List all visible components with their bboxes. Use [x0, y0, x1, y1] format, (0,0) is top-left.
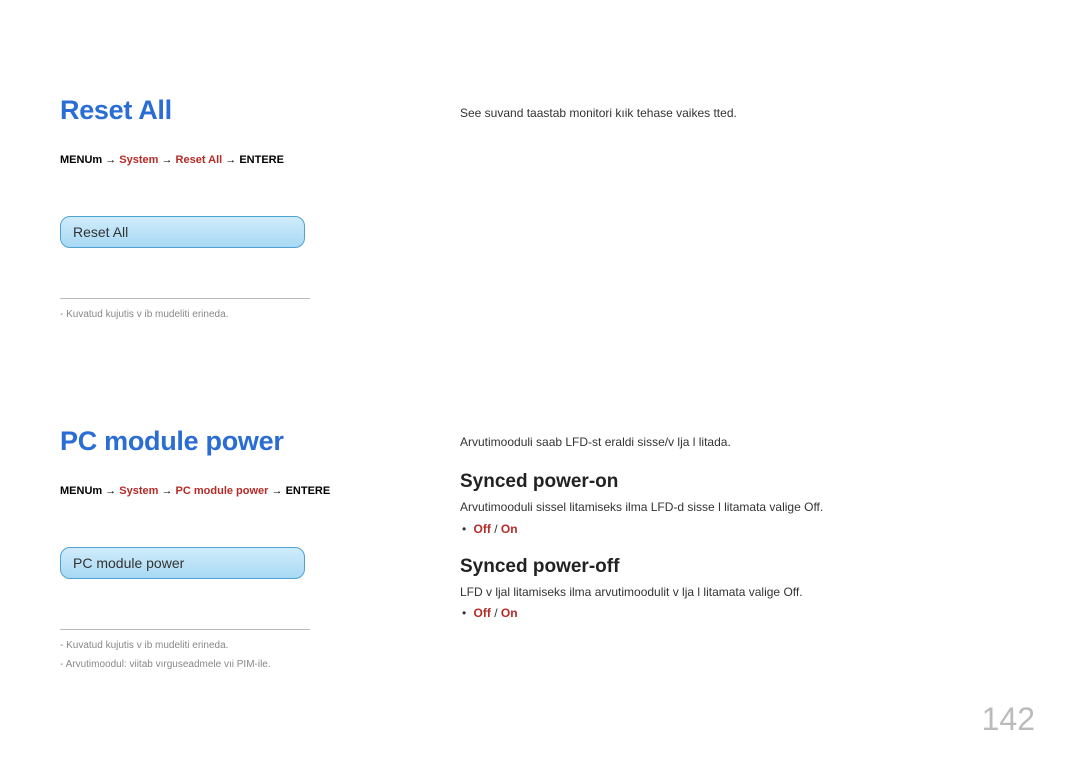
menu-mid: → [158, 154, 175, 166]
menu-prefix: MENUm → [60, 485, 119, 497]
menu-suffix: → ENTERE [268, 485, 330, 497]
section2-left: PC module power MENUm → System → PC modu… [60, 426, 400, 678]
option-line-1: Off / On [460, 522, 1020, 536]
synced-power-off-heading: Synced power-off [460, 556, 1020, 578]
divider [60, 629, 310, 630]
option-line-2: Off / On [460, 606, 1020, 620]
document-page: Reset All MENUm → System → Reset All → E… [0, 0, 1080, 763]
option-sep: / [491, 522, 501, 536]
pc-module-power-pill: PC module power [60, 547, 305, 579]
section1-body: See suvand taastab monitori kıik tehase … [460, 105, 1020, 122]
divider [60, 298, 310, 299]
synced-power-off-body: LFD v ljal litamiseks ilma arvutimooduli… [460, 584, 1020, 601]
menu-prefix: MENUm → [60, 154, 119, 166]
section1-left: Reset All MENUm → System → Reset All → E… [60, 95, 400, 328]
section2-right: Arvutimooduli saab LFD-st eraldi sisse/v… [460, 434, 1020, 620]
synced-power-on-heading: Synced power-on [460, 471, 1020, 493]
menu-mid: → [158, 485, 175, 497]
section2-note2: Arvutimoodul: viitab vırguseadmele vıi P… [60, 659, 400, 670]
section1-menu-path: MENUm → System → Reset All → ENTERE [60, 154, 400, 166]
menu-suffix: → ENTERE [222, 154, 284, 166]
menu-item: Reset All [176, 154, 223, 166]
section2-body: Arvutimooduli saab LFD-st eraldi sisse/v… [460, 434, 1020, 451]
option-off: Off [474, 606, 491, 620]
menu-item: PC module power [176, 485, 269, 497]
section2-menu-path: MENUm → System → PC module power → ENTER… [60, 485, 400, 497]
section2-note1: Kuvatud kujutis v ib mudeliti erineda. [60, 640, 400, 651]
section2-title: PC module power [60, 426, 400, 457]
option-on: On [501, 606, 518, 620]
option-sep: / [491, 606, 501, 620]
menu-system: System [119, 485, 158, 497]
synced-power-on-body: Arvutimooduli sissel litamiseks ilma LFD… [460, 499, 1020, 516]
section1-right: See suvand taastab monitori kıik tehase … [460, 95, 1020, 122]
page-number: 142 [982, 701, 1035, 738]
reset-all-pill: Reset All [60, 216, 305, 248]
section1-note: Kuvatud kujutis v ib mudeliti erineda. [60, 309, 400, 320]
option-off: Off [474, 522, 491, 536]
option-on: On [501, 522, 518, 536]
section1-title: Reset All [60, 95, 400, 126]
menu-system: System [119, 154, 158, 166]
